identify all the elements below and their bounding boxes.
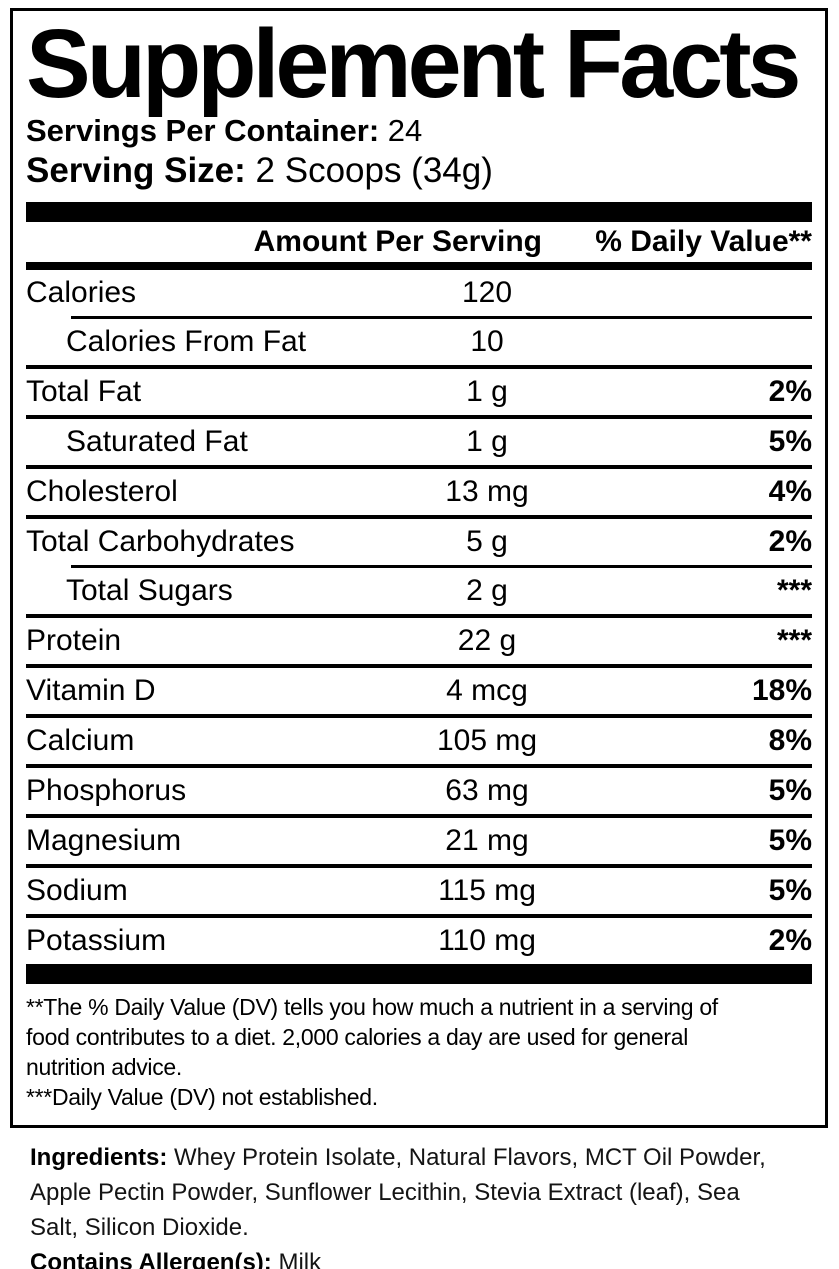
amount-column-header: Amount Per Serving <box>253 225 542 258</box>
nutrient-name: Sodium <box>26 874 128 907</box>
ingredients-text: Whey Protein Isolate, Natural Flavors, M… <box>167 1144 766 1171</box>
nutrient-dv: 8% <box>768 724 812 757</box>
nutrient-name: Calories <box>26 276 137 309</box>
nutrient-name: Total Carbohydrates <box>26 525 295 558</box>
row-separator <box>26 864 812 868</box>
nutrient-dv: 5% <box>768 425 812 458</box>
footnotes: **The % Daily Value (DV) tells you how m… <box>26 984 812 1112</box>
nutrient-row: Total Carbohydrates 5 g 2% <box>26 519 812 565</box>
row-separator <box>26 764 812 768</box>
row-separator <box>71 316 812 319</box>
nutrient-amount: 10 <box>470 325 504 358</box>
nutrient-name: Calories From Fat <box>66 325 307 358</box>
nutrient-dv: 2% <box>768 375 812 408</box>
row-separator <box>26 515 812 519</box>
row-separator <box>26 714 812 718</box>
nutrient-dv: 5% <box>768 874 812 907</box>
ingredients-label: Ingredients: <box>30 1144 168 1171</box>
nutrient-amount: 4 mcg <box>446 674 528 707</box>
nutrient-row: Potassium 110 mg 2% <box>26 918 812 964</box>
nutrient-name: Protein <box>26 624 122 657</box>
nutrient-name: Saturated Fat <box>66 425 248 458</box>
nutrient-row: Calories 120 <box>26 270 812 316</box>
nutrition-rows: Calories 120 Calories From Fat 10 Total … <box>26 270 812 964</box>
serving-size-value: 2 Scoops (34g) <box>255 151 493 190</box>
nutrient-row: Protein 22 g *** <box>26 618 812 664</box>
nutrient-row: Calories From Fat 10 <box>26 319 812 365</box>
nutrient-dv: 5% <box>768 824 812 857</box>
row-separator <box>26 614 812 618</box>
footnote-line: ***Daily Value (DV) not established. <box>26 1084 378 1110</box>
allergen-label: Contains Allergen(s): <box>30 1249 272 1269</box>
ingredients-section: Ingredients: Whey Protein Isolate, Natur… <box>30 1140 830 1269</box>
panel-title: Supplement Facts <box>26 9 801 118</box>
nutrient-amount: 2 g <box>466 574 508 607</box>
nutrient-row: Magnesium 21 mg 5% <box>26 818 812 864</box>
nutrient-amount: 115 mg <box>438 874 536 907</box>
nutrient-amount: 1 g <box>466 425 508 458</box>
nutrient-name: Magnesium <box>26 824 182 857</box>
nutrient-name: Phosphorus <box>26 774 187 807</box>
allergen-value: Milk <box>271 1249 322 1269</box>
nutrient-row: Vitamin D 4 mcg 18% <box>26 668 812 714</box>
nutrient-amount: 13 mg <box>445 475 529 508</box>
nutrient-dv: 4% <box>768 475 812 508</box>
nutrient-dv: *** <box>776 624 812 657</box>
nutrient-row: Cholesterol 13 mg 4% <box>26 469 812 515</box>
nutrient-name: Cholesterol <box>26 475 178 508</box>
nutrient-name: Total Fat <box>26 375 142 408</box>
nutrient-dv: 5% <box>768 774 812 807</box>
nutrient-dv: *** <box>776 574 812 607</box>
table-header-row: Amount Per Serving % Daily Value** <box>26 222 812 270</box>
nutrient-row: Phosphorus 63 mg 5% <box>26 768 812 814</box>
divider-bar-top <box>26 202 812 222</box>
nutrient-dv: 2% <box>768 924 812 957</box>
row-separator <box>26 914 812 918</box>
nutrient-name: Vitamin D <box>26 674 156 707</box>
nutrient-dv: 18% <box>751 674 812 707</box>
nutrient-amount: 21 mg <box>445 824 529 857</box>
footnote-line: food contributes to a diet. 2,000 calori… <box>26 1024 689 1050</box>
allergen-line: Contains Allergen(s): Milk <box>30 1245 830 1269</box>
nutrient-row: Total Fat 1 g 2% <box>26 369 812 415</box>
ingredients-line: Salt, Silicon Dioxide. <box>30 1214 249 1241</box>
nutrient-row: Sodium 115 mg 5% <box>26 868 812 914</box>
nutrient-row: Total Sugars 2 g *** <box>26 568 812 614</box>
row-separator <box>26 415 812 419</box>
row-separator <box>26 814 812 818</box>
nutrient-amount: 5 g <box>466 525 508 558</box>
servings-value: 24 <box>387 113 423 148</box>
serving-size-label: Serving Size: <box>26 151 246 190</box>
daily-value-column-header: % Daily Value** <box>595 225 812 258</box>
supplement-facts-panel: Supplement Facts Servings Per Container:… <box>10 8 828 1128</box>
row-separator <box>26 664 812 668</box>
nutrient-amount: 110 mg <box>438 924 536 957</box>
nutrient-name: Total Sugars <box>66 574 233 607</box>
footnote-line: nutrition advice. <box>26 1054 182 1080</box>
row-separator <box>71 565 812 568</box>
row-separator <box>26 465 812 469</box>
nutrient-amount: 63 mg <box>445 774 529 807</box>
nutrient-amount: 120 <box>461 276 513 309</box>
nutrient-name: Calcium <box>26 724 135 757</box>
footnote-line: **The % Daily Value (DV) tells you how m… <box>26 994 718 1020</box>
nutrient-row: Calcium 105 mg 8% <box>26 718 812 764</box>
divider-bar-bottom <box>26 964 812 984</box>
ingredients-line: Apple Pectin Powder, Sunflower Lecithin,… <box>30 1179 740 1206</box>
serving-size-line: Serving Size: 2 Scoops (34g) <box>26 150 812 192</box>
nutrient-row: Saturated Fat 1 g 5% <box>26 419 812 465</box>
servings-per-container-line: Servings Per Container: 24 <box>26 112 812 150</box>
nutrient-dv: 2% <box>768 525 812 558</box>
ingredients-lines: Ingredients: Whey Protein Isolate, Natur… <box>30 1140 830 1245</box>
row-separator <box>26 365 812 369</box>
ingredients-line: Ingredients: Whey Protein Isolate, Natur… <box>30 1140 830 1175</box>
nutrient-amount: 105 mg <box>436 724 538 757</box>
nutrient-amount: 1 g <box>466 375 508 408</box>
nutrient-name: Potassium <box>26 924 167 957</box>
nutrient-amount: 22 g <box>457 624 517 657</box>
servings-label: Servings Per Container: <box>26 113 380 148</box>
